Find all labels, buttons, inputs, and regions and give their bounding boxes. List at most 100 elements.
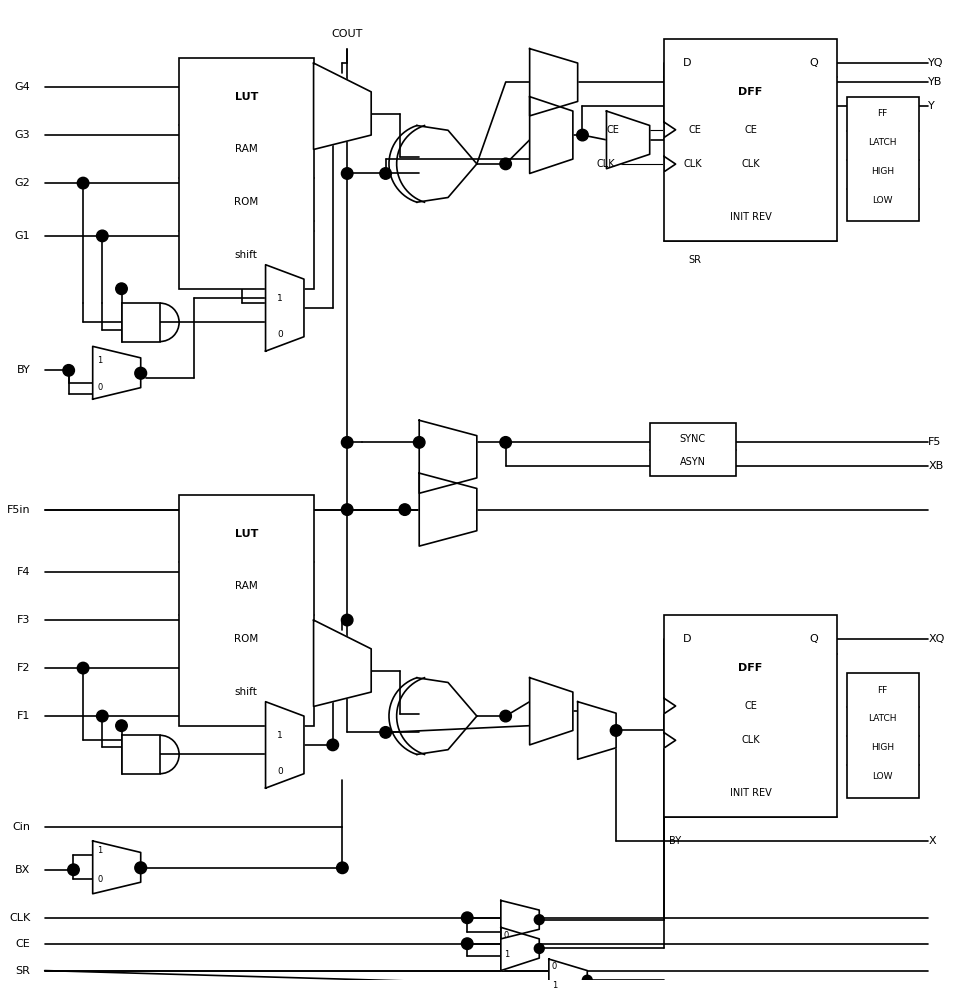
Text: D: D [683, 634, 692, 644]
Text: F5in: F5in [7, 505, 30, 515]
Text: HIGH: HIGH [871, 167, 894, 176]
Text: G2: G2 [15, 178, 30, 188]
Circle shape [327, 739, 339, 751]
Circle shape [337, 862, 348, 874]
Circle shape [135, 862, 146, 874]
FancyBboxPatch shape [847, 673, 919, 798]
FancyBboxPatch shape [122, 735, 160, 774]
Text: Q: Q [809, 58, 818, 68]
Text: Cin: Cin [13, 822, 30, 832]
Circle shape [499, 710, 511, 722]
Text: 0: 0 [552, 962, 557, 971]
Text: CLK: CLK [683, 159, 702, 169]
Text: F2: F2 [16, 663, 30, 673]
Text: 1: 1 [503, 950, 509, 959]
FancyBboxPatch shape [650, 423, 736, 476]
Polygon shape [664, 698, 676, 714]
Text: D: D [683, 58, 692, 68]
Circle shape [77, 662, 89, 674]
Text: CLK: CLK [741, 735, 760, 745]
Polygon shape [529, 49, 578, 116]
Polygon shape [529, 97, 573, 173]
Text: LUT: LUT [234, 92, 258, 102]
Circle shape [342, 168, 353, 179]
Circle shape [379, 727, 391, 738]
Text: SR: SR [15, 966, 30, 976]
Text: XB: XB [928, 461, 944, 471]
Text: CE: CE [15, 939, 30, 949]
Circle shape [462, 938, 473, 949]
Text: ROM: ROM [234, 197, 258, 207]
Polygon shape [664, 156, 676, 172]
Polygon shape [578, 702, 616, 759]
Polygon shape [93, 841, 140, 894]
Circle shape [97, 230, 108, 242]
Text: LUT: LUT [234, 529, 258, 539]
Text: BX: BX [15, 865, 30, 875]
Text: F5: F5 [928, 437, 942, 447]
Text: BY: BY [669, 836, 681, 846]
Text: SR: SR [688, 255, 701, 265]
Circle shape [63, 365, 75, 376]
Text: FF: FF [877, 686, 888, 695]
Polygon shape [314, 63, 371, 149]
Circle shape [534, 915, 544, 924]
Polygon shape [314, 620, 371, 706]
Circle shape [379, 168, 391, 179]
Circle shape [499, 158, 511, 170]
Text: CLK: CLK [597, 159, 616, 169]
Polygon shape [265, 265, 304, 351]
Circle shape [97, 710, 108, 722]
Text: INIT REV: INIT REV [730, 788, 771, 798]
Text: 0: 0 [277, 330, 283, 339]
Text: YB: YB [928, 77, 943, 87]
Circle shape [342, 614, 353, 626]
Circle shape [116, 283, 127, 294]
Text: LOW: LOW [872, 196, 892, 205]
Text: G4: G4 [15, 82, 30, 92]
Text: Y: Y [928, 101, 935, 111]
Text: CE: CE [688, 125, 701, 135]
Text: 1: 1 [552, 981, 557, 990]
Text: DFF: DFF [739, 87, 763, 97]
Circle shape [77, 177, 89, 189]
Polygon shape [664, 733, 676, 748]
FancyBboxPatch shape [179, 495, 314, 726]
Polygon shape [265, 702, 304, 788]
Text: X: X [928, 836, 936, 846]
Text: 1: 1 [98, 846, 103, 855]
Circle shape [499, 437, 511, 448]
Text: Q: Q [809, 634, 818, 644]
Circle shape [462, 912, 473, 924]
Circle shape [610, 725, 621, 736]
Text: shift: shift [235, 687, 257, 697]
Polygon shape [500, 927, 539, 971]
Text: HIGH: HIGH [871, 743, 894, 752]
FancyBboxPatch shape [847, 97, 919, 221]
Text: DFF: DFF [739, 663, 763, 673]
FancyBboxPatch shape [664, 615, 837, 817]
Text: 1: 1 [98, 356, 103, 365]
Circle shape [342, 437, 353, 448]
Text: SYNC: SYNC [680, 434, 706, 444]
Text: F1: F1 [16, 711, 30, 721]
Text: CLK: CLK [741, 159, 760, 169]
Text: G3: G3 [15, 130, 30, 140]
Polygon shape [500, 900, 539, 939]
Circle shape [577, 129, 589, 141]
Text: shift: shift [235, 250, 257, 260]
Circle shape [68, 864, 79, 875]
Text: 0: 0 [98, 383, 103, 392]
Text: FF: FF [877, 109, 888, 118]
Text: YQ: YQ [928, 58, 944, 68]
Text: CE: CE [607, 125, 620, 135]
Polygon shape [664, 122, 676, 137]
Circle shape [135, 367, 146, 379]
Text: ROM: ROM [234, 634, 258, 644]
Text: G1: G1 [15, 231, 30, 241]
Text: RAM: RAM [235, 144, 257, 154]
Circle shape [583, 975, 592, 985]
FancyBboxPatch shape [664, 39, 837, 241]
Circle shape [116, 720, 127, 731]
Text: CE: CE [744, 125, 757, 135]
